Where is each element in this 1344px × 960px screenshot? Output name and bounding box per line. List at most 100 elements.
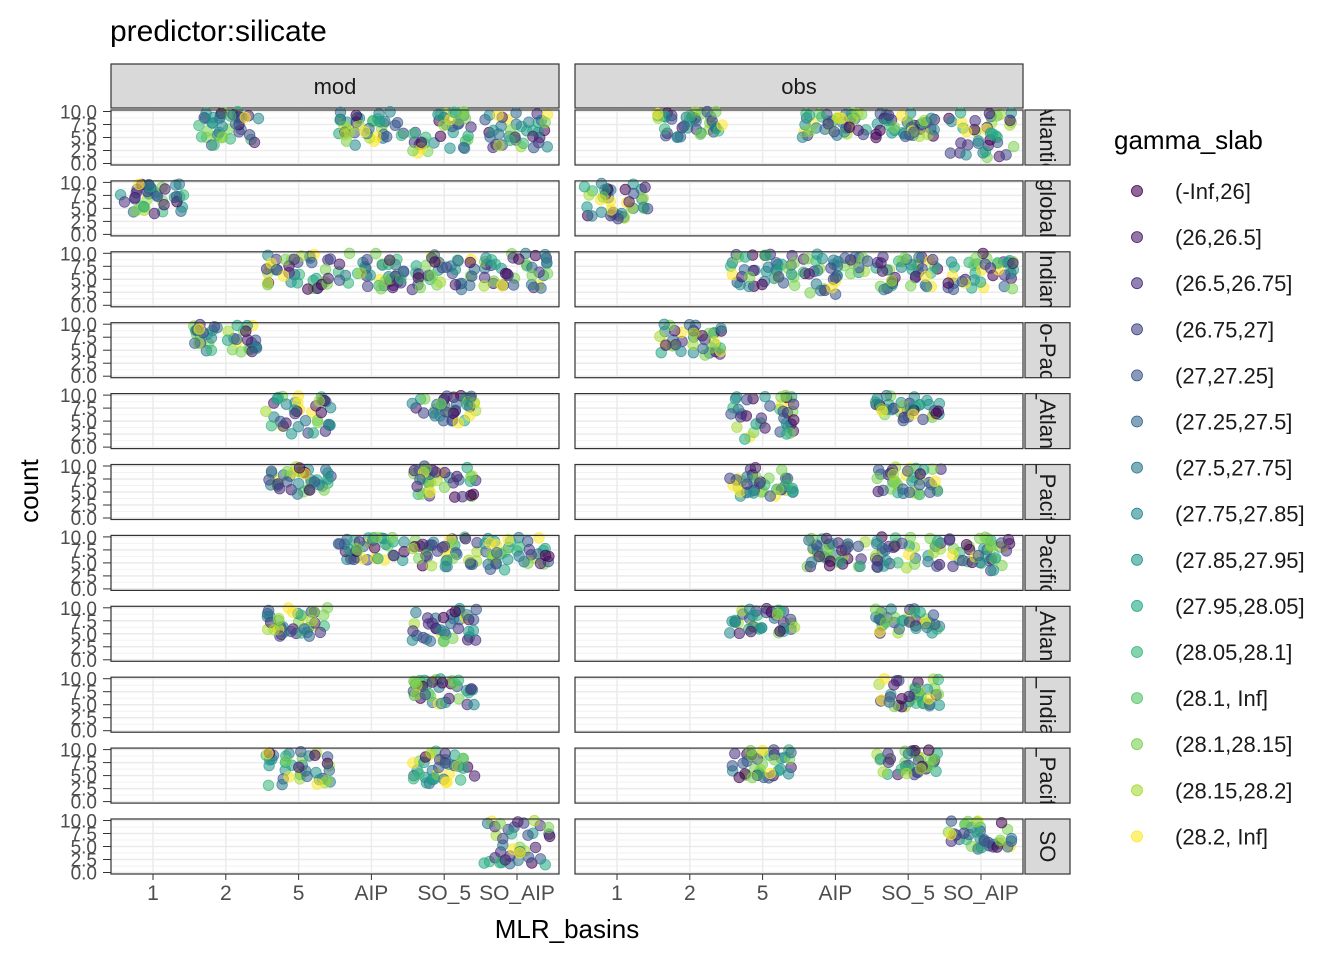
x-axis-title: MLR_basins — [495, 914, 640, 944]
data-point — [151, 190, 164, 203]
data-point — [578, 180, 591, 193]
legend-label: (26.5,26.75] — [1175, 271, 1292, 296]
panel-Indo-Pacific-obs — [574, 318, 1024, 379]
data-point — [285, 428, 298, 440]
data-point — [350, 109, 362, 122]
data-point — [907, 408, 919, 421]
data-point — [969, 114, 981, 127]
panel-border — [574, 322, 1024, 379]
y-tick-label: 5.0 — [71, 270, 97, 291]
data-point — [426, 270, 438, 282]
facet-strip-label: S_Pacific — [1035, 730, 1060, 822]
data-point — [612, 212, 624, 225]
data-point — [490, 558, 502, 570]
data-point — [739, 433, 751, 445]
row-strip-label-group: N_Pacific — [1035, 465, 1060, 520]
data-point — [744, 744, 757, 757]
y-tick-label: 5.0 — [71, 129, 97, 150]
y-tick-label: 2.5 — [71, 780, 97, 801]
panel-border — [574, 251, 1024, 308]
data-point — [928, 753, 940, 766]
data-point — [886, 275, 898, 287]
data-point — [1004, 114, 1016, 127]
data-point — [666, 113, 678, 125]
data-point — [280, 398, 293, 410]
data-point — [945, 815, 958, 827]
data-point — [159, 183, 171, 195]
data-point — [789, 279, 801, 292]
data-point — [773, 271, 785, 283]
data-point — [944, 147, 957, 159]
y-tick-label: 10.0 — [60, 244, 97, 265]
data-point — [895, 396, 907, 409]
data-point — [464, 279, 476, 292]
data-point — [419, 393, 431, 405]
data-point — [323, 764, 336, 777]
y-tick-label: 0.0 — [71, 509, 97, 530]
data-point — [361, 254, 373, 266]
data-point — [367, 532, 379, 544]
data-point — [428, 772, 441, 784]
data-point — [309, 749, 321, 762]
x-tick-label: 5 — [293, 882, 305, 905]
data-point — [528, 141, 540, 154]
data-point — [843, 121, 856, 133]
panel-border — [110, 109, 560, 166]
data-point — [923, 693, 935, 705]
data-point — [470, 603, 483, 616]
legend-key — [1131, 646, 1143, 658]
data-point — [315, 406, 328, 419]
data-point — [834, 556, 847, 568]
data-point — [288, 253, 300, 265]
facet-strip-Indo-Pacific — [1024, 322, 1071, 379]
data-point — [414, 281, 427, 294]
panel-N_Pacific-obs — [574, 461, 1024, 521]
y-tick-label: 2.5 — [71, 496, 97, 517]
data-point — [293, 462, 306, 474]
data-point — [352, 544, 364, 556]
data-point — [504, 134, 516, 147]
y-tick-label: 5.0 — [71, 625, 97, 646]
data-point — [510, 107, 522, 119]
panel-Atlantic-mod — [110, 105, 560, 166]
data-point — [324, 253, 337, 265]
data-point — [457, 141, 470, 154]
data-point — [359, 125, 371, 138]
data-point — [985, 539, 997, 551]
data-point — [878, 673, 891, 685]
data-point — [265, 420, 278, 432]
y-tick-label: 10.0 — [60, 315, 97, 336]
data-point — [915, 763, 927, 775]
data-point — [306, 256, 318, 269]
data-point — [494, 817, 507, 830]
data-point — [762, 261, 775, 273]
data-point — [397, 265, 410, 277]
panel-border — [110, 534, 560, 592]
legend-key — [1131, 185, 1143, 197]
y-tick-label: 5.0 — [71, 767, 97, 788]
panel-Indo-Pacific-mod — [110, 318, 560, 379]
data-point — [333, 258, 346, 270]
data-point — [386, 531, 399, 544]
data-point — [214, 112, 226, 124]
legend-label: (28.1, Inf] — [1175, 686, 1268, 711]
data-point — [903, 486, 916, 499]
panel-border — [110, 322, 560, 379]
data-point — [480, 252, 492, 264]
data-point — [990, 130, 1002, 142]
data-point — [755, 412, 768, 424]
panel-border — [574, 818, 1024, 875]
row-strip-label-group: S_Indian — [1035, 677, 1060, 732]
data-point — [876, 405, 889, 417]
data-point — [440, 776, 452, 789]
data-point — [927, 253, 939, 266]
data-point — [322, 272, 334, 285]
data-point — [875, 257, 887, 269]
data-point — [899, 130, 912, 143]
data-point — [158, 198, 170, 211]
y-axis-title: count — [14, 458, 44, 522]
y-tick-label: 5.0 — [71, 696, 97, 717]
data-point — [407, 625, 419, 637]
data-point — [737, 757, 749, 770]
data-point — [905, 280, 917, 292]
